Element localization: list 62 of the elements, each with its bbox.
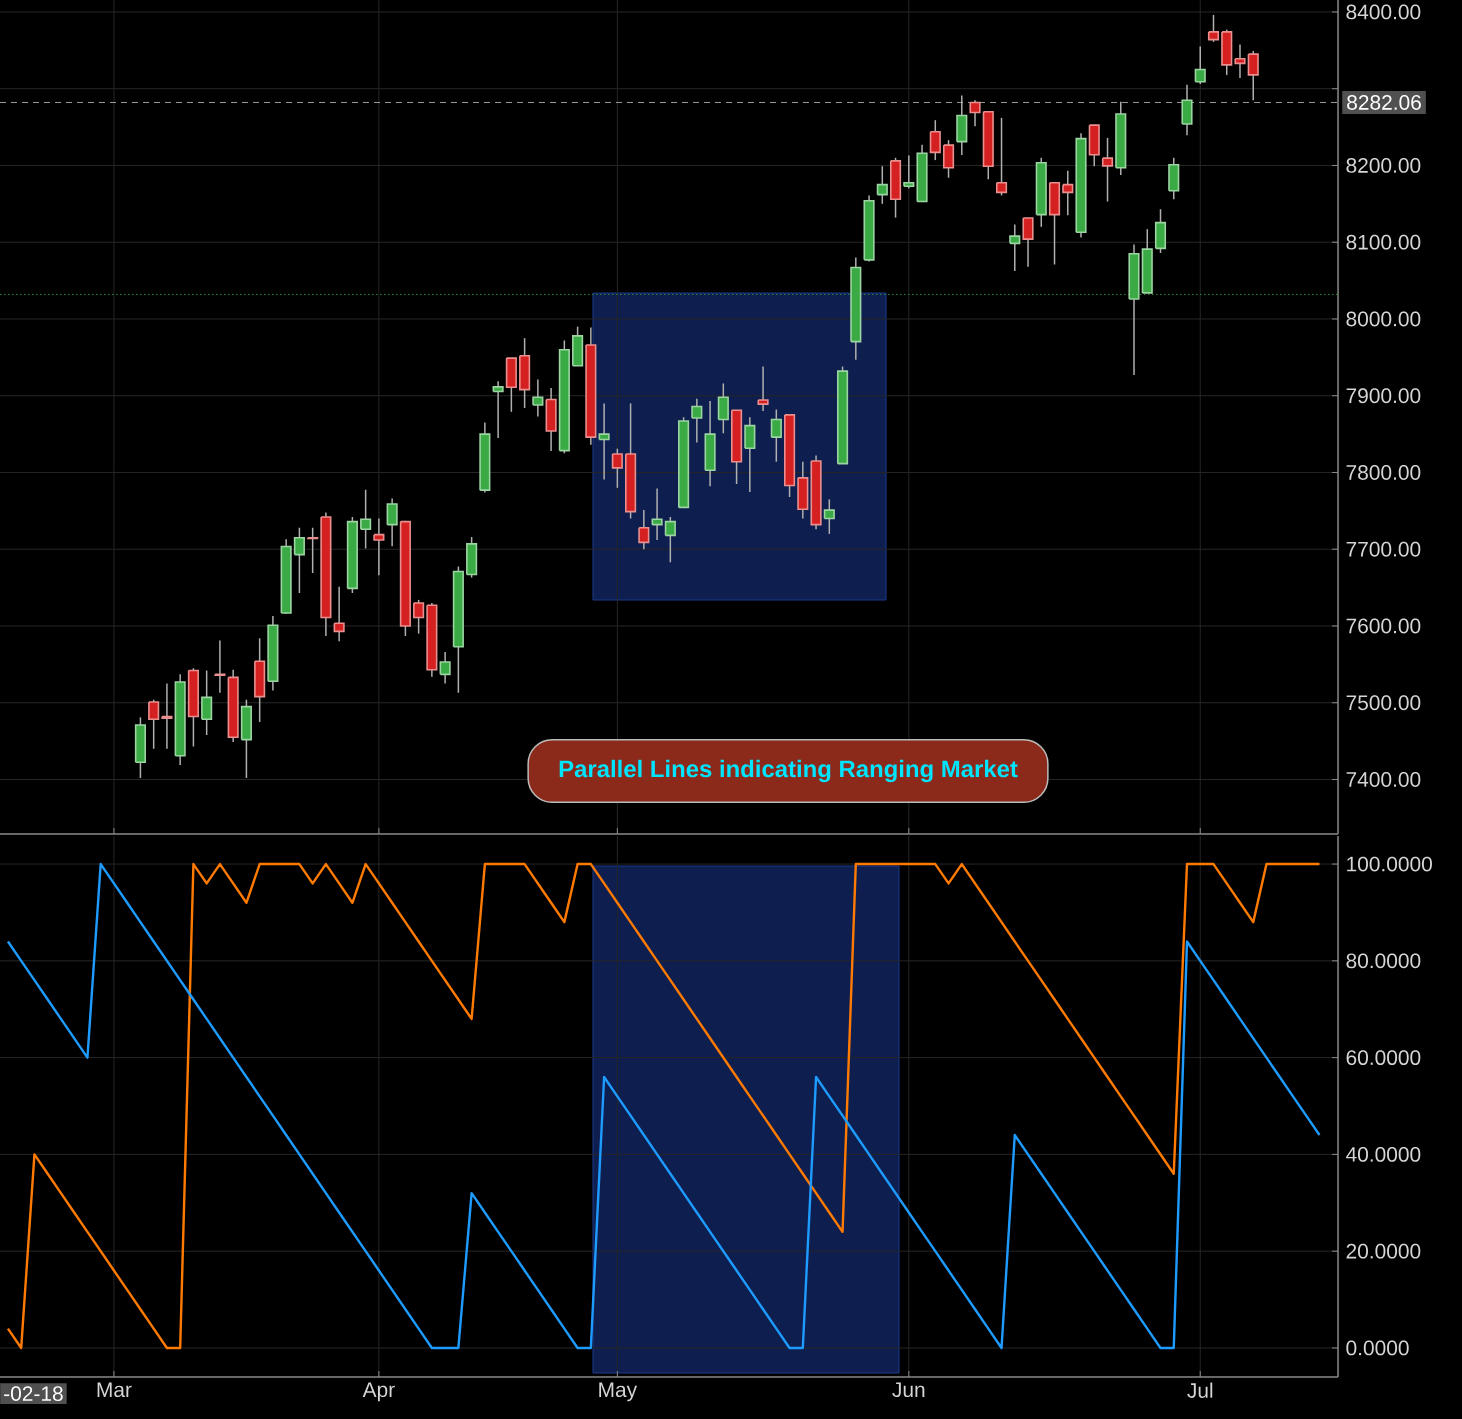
candlestick — [611, 447, 623, 489]
candlestick — [386, 497, 398, 547]
candlestick — [744, 416, 756, 493]
candlestick — [757, 365, 769, 412]
candlestick — [492, 380, 504, 439]
text: -02-18 — [4, 1386, 63, 1402]
candlestick — [161, 682, 173, 750]
ref-line-label: 8282.06 — [1347, 95, 1421, 110]
candlestick — [903, 154, 915, 190]
candlestick — [373, 517, 385, 577]
candlestick — [691, 398, 703, 444]
candlestick — [664, 516, 676, 564]
x-tick-label: Mar — [97, 1382, 132, 1398]
candlestick — [1022, 216, 1034, 268]
y-tick-label: 7700.00 — [1346, 541, 1421, 557]
candlestick — [1009, 223, 1021, 272]
candlestick — [439, 651, 451, 685]
y-tick-label: 8100.00 — [1346, 234, 1421, 250]
candlestick — [413, 599, 425, 635]
x-tick-label: Apr — [362, 1382, 395, 1402]
candlestick — [942, 139, 955, 179]
candlestick — [638, 509, 650, 550]
candlestick — [1062, 170, 1074, 217]
candlestick — [1247, 50, 1259, 101]
candlestick — [1207, 14, 1220, 43]
y-tick-label: 7400.00 — [1346, 772, 1421, 787]
y-tick-label: 100.0000 — [1347, 856, 1432, 872]
candlestick — [333, 586, 345, 643]
candlestick — [995, 117, 1008, 197]
candlestick — [360, 489, 372, 550]
y-tick-label: 7900.00 — [1346, 388, 1421, 404]
candlestick — [214, 639, 226, 694]
y-tick-label: 7800.00 — [1346, 465, 1421, 480]
y-tick-label: 8000.00 — [1346, 311, 1421, 327]
x-tick-label: Jul — [1187, 1382, 1213, 1398]
candlestick — [1101, 137, 1114, 203]
y-tick-label: 20.0000 — [1346, 1243, 1421, 1259]
x-tick-label: Jun — [892, 1382, 925, 1398]
candlestick — [532, 378, 544, 418]
y-tick-label: 7600.00 — [1346, 618, 1421, 634]
y-tick-label: 8400.00 — [1346, 4, 1421, 20]
y-tick-label: 7500.00 — [1346, 695, 1421, 711]
candlestick — [1194, 45, 1206, 85]
candlestick — [201, 669, 213, 736]
x-tick-label: May — [599, 1382, 638, 1402]
candlestick — [1234, 43, 1246, 79]
candlestick — [293, 526, 305, 594]
candlestick — [1181, 84, 1193, 136]
y-tick-label: 60.0000 — [1346, 1050, 1421, 1066]
candlestick — [876, 165, 888, 205]
y-tick-label: 40.0000 — [1346, 1146, 1421, 1162]
candlestick — [770, 408, 782, 463]
y-tick-label: 80.0000 — [1346, 953, 1421, 969]
candlestick — [929, 119, 941, 161]
candlestick — [717, 382, 729, 435]
y-tick-label: 0.0000 — [1346, 1340, 1409, 1356]
candlestick — [823, 498, 835, 535]
candlestick — [148, 698, 160, 750]
candlestick — [598, 402, 610, 481]
annotation: Parallel Lines indicating Ranging Market — [559, 759, 1018, 783]
y-tick-label: 8200.00 — [1346, 158, 1421, 173]
candlestick — [969, 99, 981, 128]
